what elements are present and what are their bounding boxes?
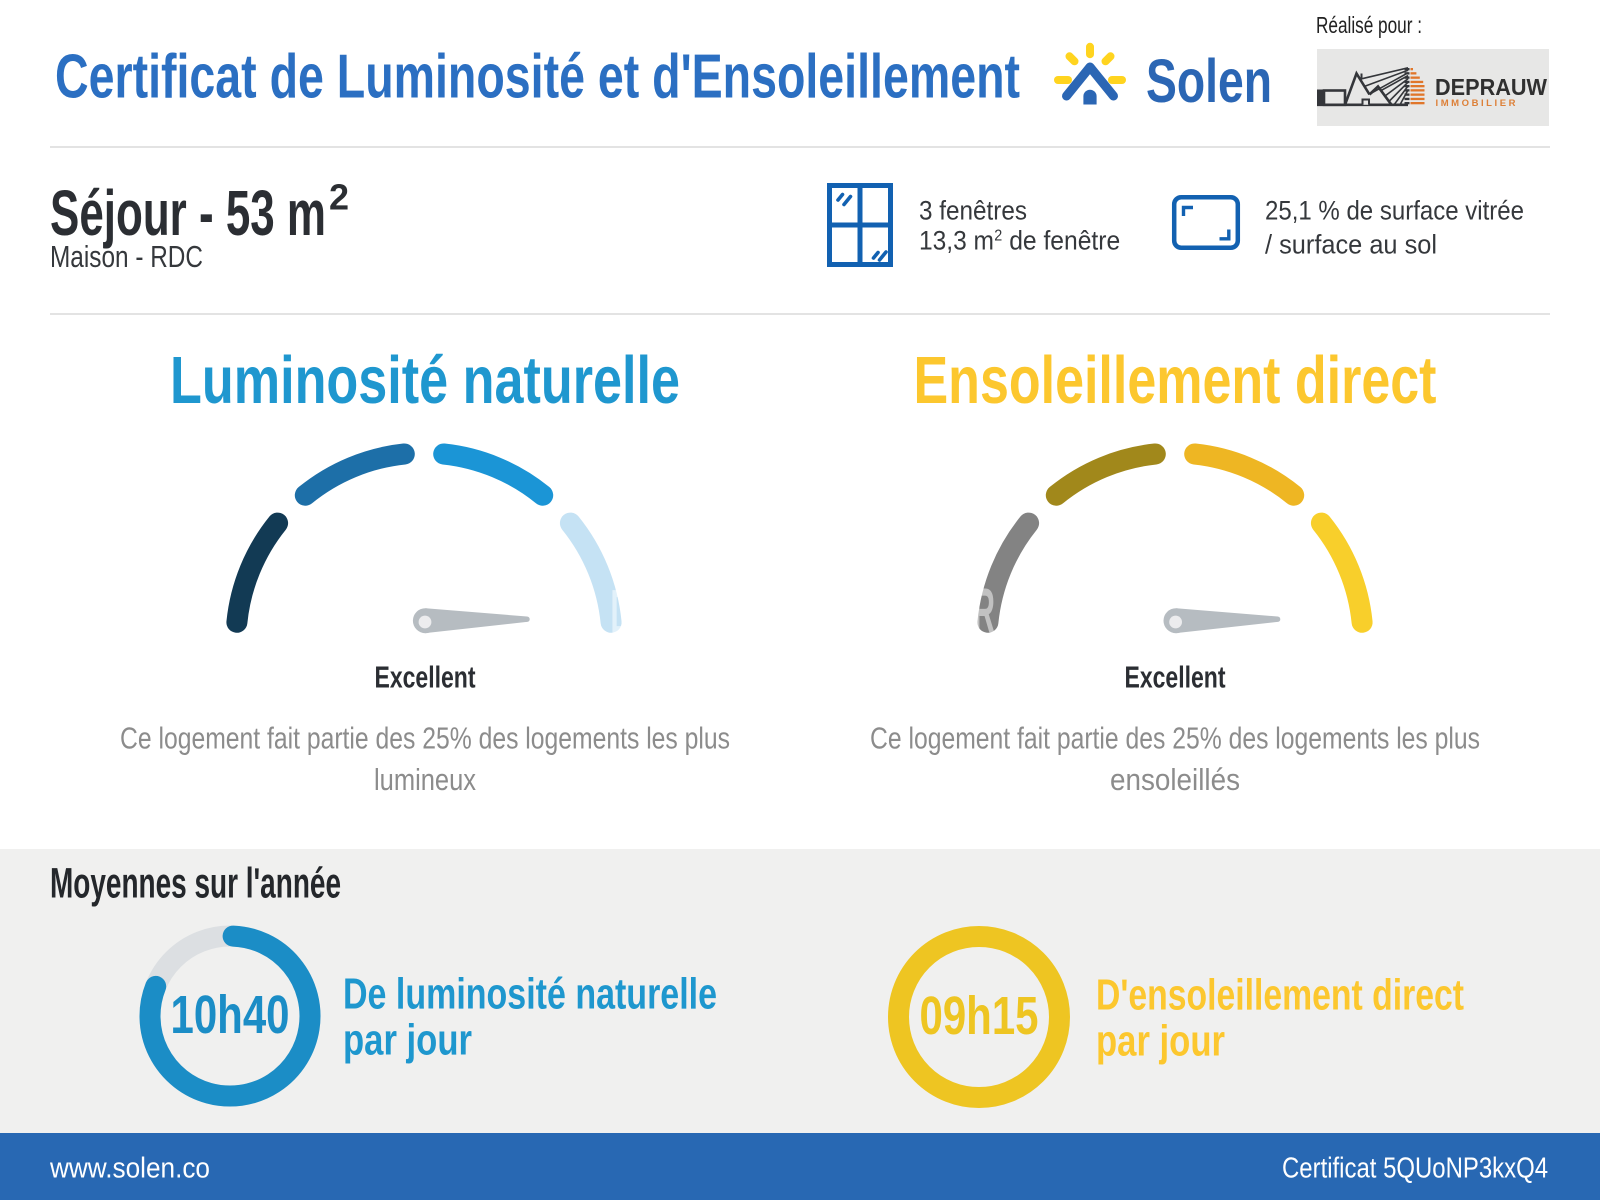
svg-text:R: R — [973, 575, 995, 647]
svg-text:Maison - RDC: Maison - RDC — [50, 239, 203, 274]
svg-text:de fenêtre: de fenêtre — [1009, 226, 1120, 256]
svg-text:Excellent: Excellent — [1125, 659, 1226, 694]
svg-text:2: 2 — [329, 177, 349, 218]
svg-text:Luminosité naturelle: Luminosité naturelle — [170, 343, 680, 418]
svg-text:10h40: 10h40 — [171, 985, 290, 1045]
svg-text:lumineux: lumineux — [374, 762, 476, 797]
svg-text:/ surface au sol: / surface au sol — [1265, 230, 1437, 260]
svg-text:Séjour - 53 m: Séjour - 53 m — [50, 177, 326, 249]
svg-text:Moyennes sur l'année: Moyennes sur l'année — [50, 860, 341, 908]
svg-text:3 fenêtres: 3 fenêtres — [919, 196, 1027, 226]
svg-text:Ce logement fait partie des 25: Ce logement fait partie des 25% des loge… — [120, 720, 730, 755]
svg-text:www.solen.co: www.solen.co — [49, 1153, 210, 1185]
svg-text:13,3 m: 13,3 m — [919, 226, 994, 256]
svg-text:D: D — [611, 578, 632, 647]
svg-text:Solen: Solen — [1146, 47, 1272, 115]
svg-text:Ensoleillement direct: Ensoleillement direct — [914, 343, 1437, 418]
svg-text:Ce logement fait partie des 25: Ce logement fait partie des 25% des loge… — [870, 720, 1480, 755]
svg-text:ensoleillés: ensoleillés — [1110, 762, 1240, 797]
svg-text:Excellent: Excellent — [375, 659, 476, 694]
svg-text:par jour: par jour — [343, 1016, 472, 1065]
svg-text:2: 2 — [994, 228, 1002, 245]
svg-text:25,1 % de surface vitrée: 25,1 % de surface vitrée — [1265, 196, 1524, 226]
svg-text:D'ensoleillement direct: D'ensoleillement direct — [1096, 970, 1464, 1019]
svg-text:par jour: par jour — [1096, 1016, 1225, 1065]
svg-text:De luminosité naturelle: De luminosité naturelle — [343, 970, 717, 1019]
svg-text:DEPRAUW: DEPRAUW — [1435, 74, 1547, 100]
svg-text:Réalisé pour :: Réalisé pour : — [1316, 12, 1422, 38]
svg-text:IMMOBILIER: IMMOBILIER — [1436, 98, 1516, 109]
svg-text:Certificat 5QUoNP3kxQ4: Certificat 5QUoNP3kxQ4 — [1282, 1153, 1548, 1185]
svg-text:Certificat de Luminosité et d': Certificat de Luminosité et d'Ensoleille… — [55, 43, 1020, 112]
svg-text:09h15: 09h15 — [920, 986, 1039, 1046]
